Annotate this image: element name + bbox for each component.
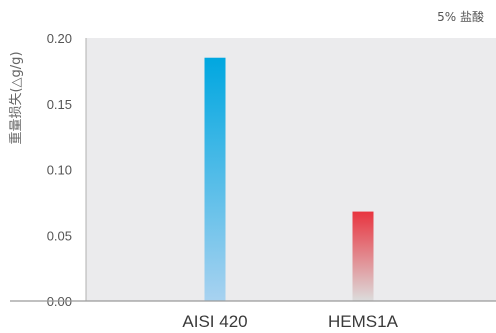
y-tick-label: 0.10 [47,163,72,178]
y-axis-ticks: 0.000.050.100.150.20 [47,31,72,309]
corner-note: 5% 盐酸 [437,9,484,24]
y-tick-label: 0.20 [47,31,72,46]
bar-aisi-420 [204,57,226,301]
y-axis-title: 重量损失(△g/g) [8,51,24,144]
x-category-label: HEMS1A [328,312,399,331]
x-axis-labels: AISI 420 HEMS1A [182,312,398,331]
y-tick-label: 0.05 [47,228,72,243]
plot-background [86,38,496,301]
bar-hems1a [352,211,374,301]
bars [204,57,374,301]
x-category-label: AISI 420 [182,312,247,331]
y-tick-label: 0.15 [47,97,72,112]
